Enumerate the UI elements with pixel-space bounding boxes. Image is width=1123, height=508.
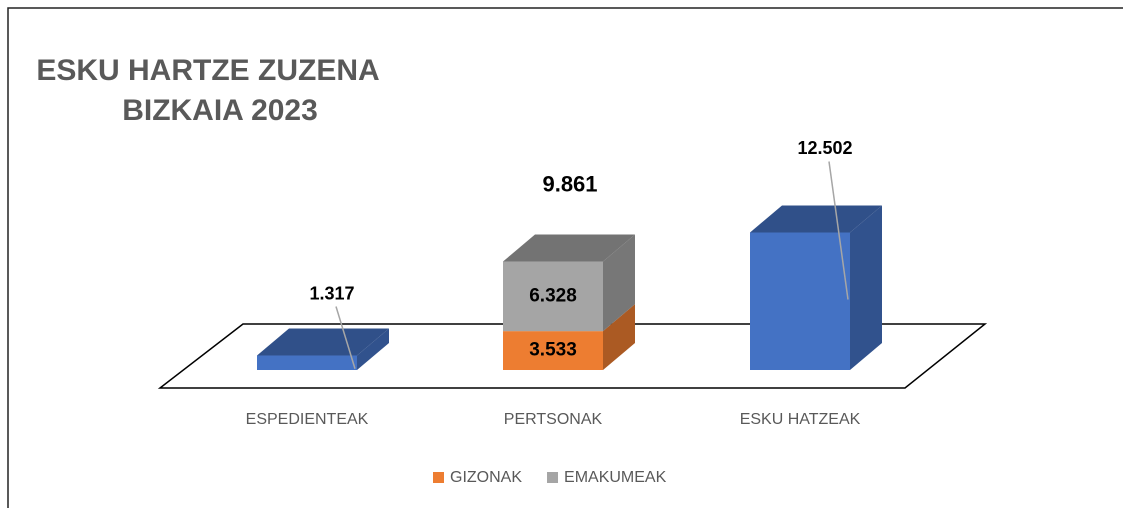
bar xyxy=(750,232,850,370)
bar-top xyxy=(257,328,389,356)
bar-top xyxy=(750,205,882,233)
bar-side xyxy=(357,328,389,370)
data-label: 3.533 xyxy=(529,340,577,361)
total-label: 9.861 xyxy=(542,171,597,196)
chart-subtitle: BIZKAIA 2023 xyxy=(122,94,318,127)
x-tick-label: PERTSONAK xyxy=(504,411,603,428)
bar-side xyxy=(850,205,882,370)
bar xyxy=(257,355,357,370)
leader-line xyxy=(335,306,356,369)
legend-label: EMAKUMEAK xyxy=(564,469,667,486)
chart-title: ESKU HARTZE ZUZENA xyxy=(36,54,379,87)
leader-line xyxy=(828,161,849,300)
data-label: 12.502 xyxy=(797,138,852,158)
x-tick-label: ESKU HATZEAK xyxy=(740,411,861,428)
bar xyxy=(503,261,603,332)
bar-top xyxy=(503,234,635,262)
data-label: 1.317 xyxy=(309,283,354,303)
bar xyxy=(503,331,603,370)
x-tick-label: ESPEDIENTEAK xyxy=(246,411,369,428)
legend-swatch xyxy=(547,472,559,483)
bar-side xyxy=(603,304,635,370)
legend-swatch xyxy=(433,472,444,483)
bar-side xyxy=(603,234,635,332)
legend-label: GIZONAK xyxy=(450,469,522,486)
data-label: 6.328 xyxy=(529,285,577,306)
